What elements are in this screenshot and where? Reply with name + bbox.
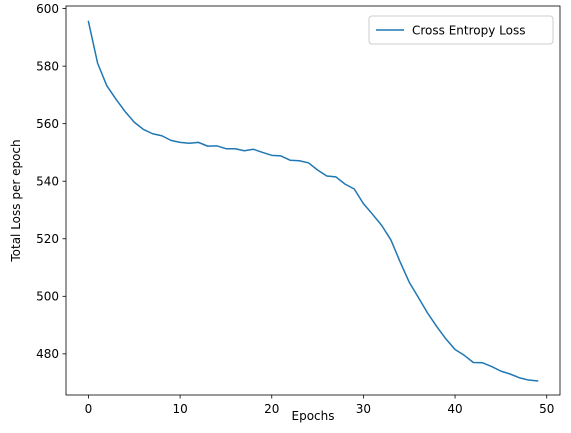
y-tick-label: 540 [36,174,59,188]
plot-area [65,5,561,396]
legend: Cross Entropy Loss [368,15,554,45]
y-tick-label: 560 [36,117,59,131]
x-tick-label: 20 [264,402,279,416]
x-tick-label: 0 [85,402,93,416]
y-tick-label: 520 [36,232,59,246]
x-axis-ticks: 0 10 20 30 40 50 [85,395,554,416]
y-tick-label: 480 [36,347,59,361]
y-axis-ticks: 480 500 520 540 560 580 600 [36,2,66,361]
series-line-cross-entropy-loss [87,20,539,382]
legend-box [368,15,554,45]
y-tick-label: 600 [36,2,59,16]
x-tick-label: 50 [539,402,554,416]
y-tick-label: 500 [36,290,59,304]
legend-label: Cross Entropy Loss [412,24,525,38]
axes-frame [65,5,561,396]
y-axis-label: Total Loss per epoch [9,139,23,262]
x-axis-label: Epochs [292,409,335,423]
x-tick-label: 10 [172,402,187,416]
x-tick-label: 40 [447,402,462,416]
x-tick-label: 30 [356,402,371,416]
y-tick-label: 580 [36,59,59,73]
